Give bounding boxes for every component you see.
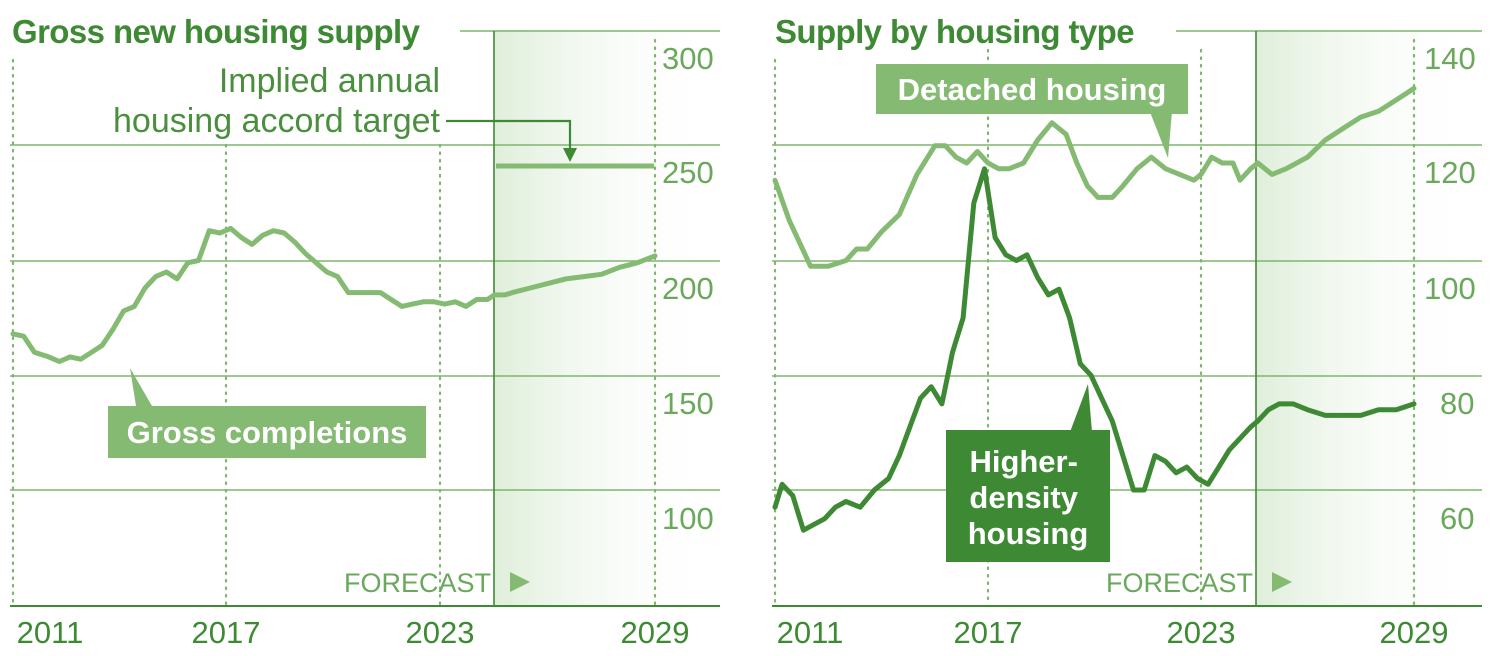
target-leader-line xyxy=(446,119,572,150)
target-arrow-icon xyxy=(563,148,577,162)
left-xtick-2023: 2023 xyxy=(406,615,475,650)
series-higher-density-housing-line xyxy=(772,166,1417,533)
higher-density-label: Higher- density housing xyxy=(968,444,1089,551)
left-xtick-2029: 2029 xyxy=(621,615,690,650)
left-forecast-region xyxy=(494,30,720,606)
right-panel: Supply by housing type 140 120 100 80 60… xyxy=(772,13,1482,650)
right-forecast-label: FORECAST xyxy=(1106,568,1253,598)
higher-density-label-line1: Higher- xyxy=(969,444,1078,479)
series-gross-completions-line xyxy=(10,225,658,364)
left-xtick-2017: 2017 xyxy=(192,615,261,650)
right-forecast-arrow-icon xyxy=(1272,572,1292,592)
higher-density-label-line3: housing xyxy=(968,516,1089,551)
higher-density-pointer xyxy=(1070,384,1092,432)
right-ytick-120: 120 xyxy=(1424,155,1476,190)
higher-density-label-line2: density xyxy=(969,480,1078,515)
right-xtick-2029: 2029 xyxy=(1380,615,1449,650)
gross-completions-pointer xyxy=(130,368,152,406)
right-xtick-2023: 2023 xyxy=(1167,615,1236,650)
right-ytick-140: 140 xyxy=(1424,41,1476,76)
right-ytick-100: 100 xyxy=(1424,271,1476,306)
detached-housing-label-box xyxy=(876,64,1188,114)
gross-completions-label: Gross completions xyxy=(127,415,408,450)
left-forecast-label: FORECAST xyxy=(344,568,491,598)
right-ytick-80: 80 xyxy=(1440,386,1474,421)
higher-density-label-box xyxy=(946,430,1110,562)
left-ytick-200: 200 xyxy=(662,271,714,306)
left-xtick-2011: 2011 xyxy=(17,615,84,650)
right-xtick-2011: 2011 xyxy=(777,615,844,650)
detached-housing-label: Detached housing xyxy=(898,72,1167,107)
left-ytick-100: 100 xyxy=(662,501,714,536)
left-ytick-300: 300 xyxy=(662,41,714,76)
gross-completions-label-box xyxy=(108,406,426,458)
series-detached-housing-line xyxy=(772,85,1417,269)
right-chart-title: Supply by housing type xyxy=(775,13,1134,50)
left-ytick-150: 150 xyxy=(662,386,714,421)
detached-housing-pointer xyxy=(1150,112,1172,158)
target-label-line2: housing accord target xyxy=(113,102,441,140)
right-xtick-2017: 2017 xyxy=(954,615,1023,650)
left-panel: Gross new housing supply 300 250 200 150… xyxy=(10,13,720,650)
left-chart-title: Gross new housing supply xyxy=(12,13,421,50)
right-ytick-60: 60 xyxy=(1440,501,1474,536)
left-ytick-250: 250 xyxy=(662,155,714,190)
target-label-line1: Implied annual xyxy=(219,62,440,100)
left-forecast-arrow-icon xyxy=(510,572,530,592)
right-forecast-region xyxy=(1256,30,1480,606)
